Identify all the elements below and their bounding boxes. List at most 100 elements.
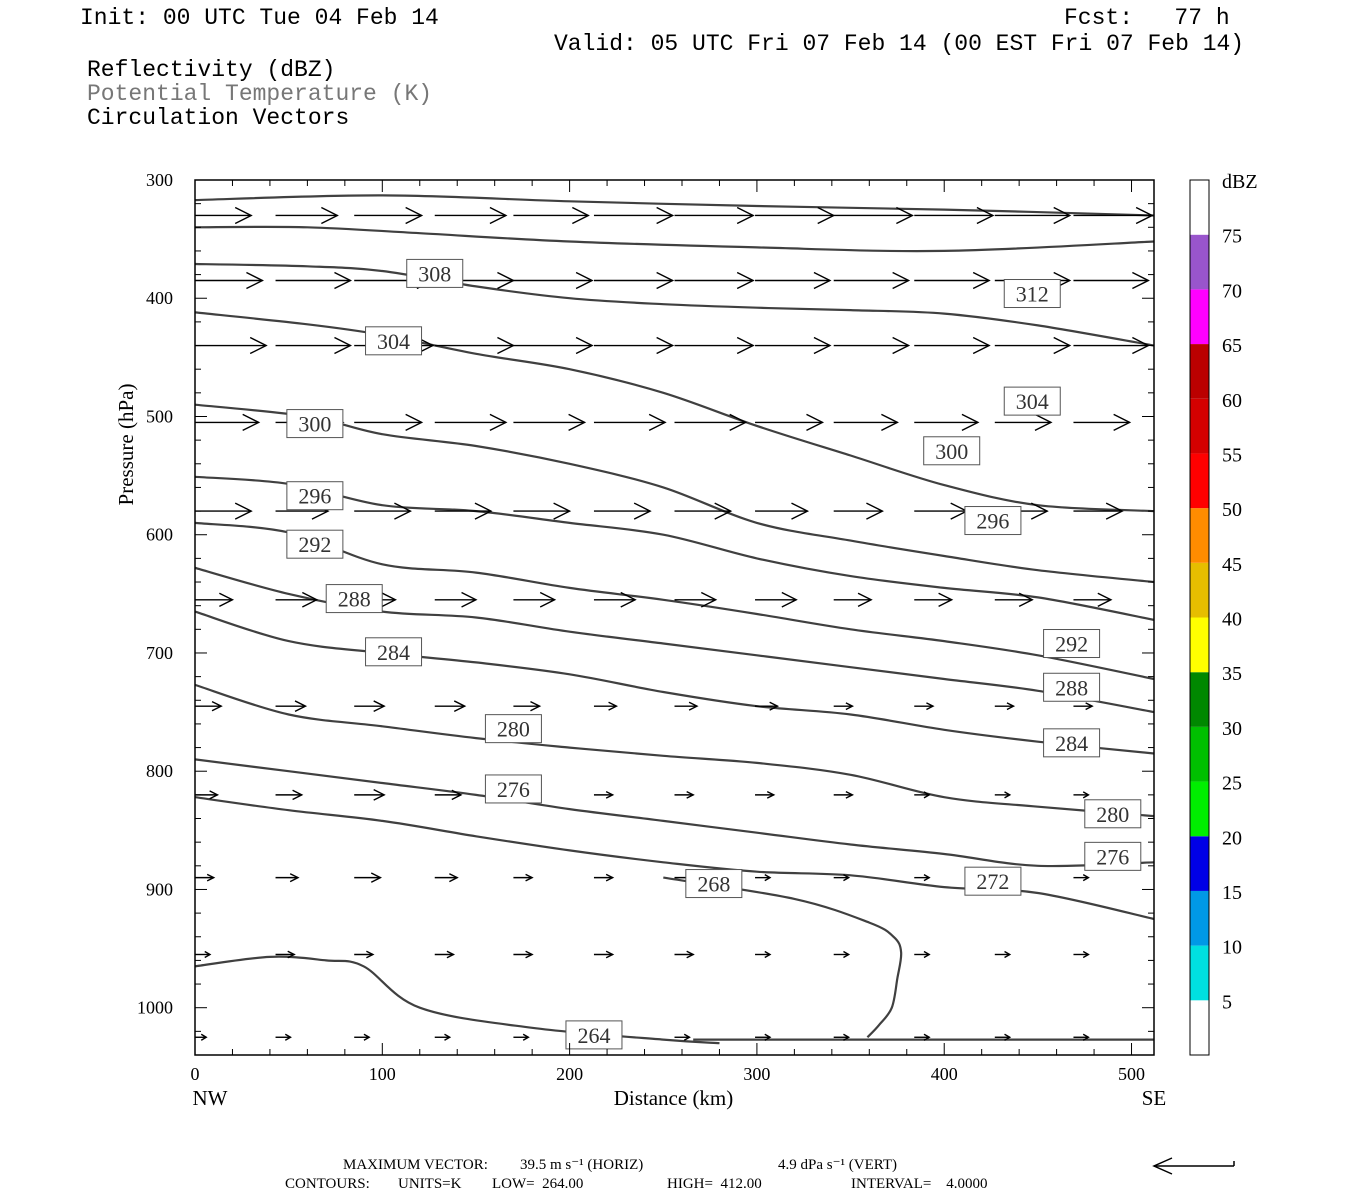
vector-head	[370, 872, 382, 883]
x-end-label-se: SE	[1142, 1086, 1167, 1110]
vector-head	[923, 791, 931, 799]
colorbar-segment	[1190, 562, 1209, 618]
circulation-vector	[593, 790, 615, 799]
contours-units: UNITS=K	[398, 1176, 462, 1192]
circulation-vector	[833, 206, 914, 225]
vector-head	[683, 1033, 691, 1041]
circulation-vector	[593, 336, 675, 355]
colorbar-label: 5	[1222, 991, 1232, 1013]
circulation-vector	[513, 1033, 530, 1041]
contour-label-280: 280	[484, 714, 542, 744]
circulation-vector	[994, 791, 1012, 799]
contour-label-box	[286, 529, 344, 559]
contour-label-box	[923, 436, 981, 466]
vector-head	[857, 592, 873, 607]
vector-head	[572, 206, 590, 225]
colorbar-label: 35	[1222, 663, 1242, 685]
vector-head	[461, 591, 478, 608]
max-vector-label: MAXIMUM VECTOR:	[343, 1157, 488, 1173]
circulation-vector	[755, 591, 798, 608]
colorbar-segment	[1190, 1000, 1209, 1055]
vector-head	[656, 271, 675, 290]
circulation-vector	[674, 1033, 691, 1041]
axes: 0 100 200 300 400 500 300 400 500 600 700 800 900 100…	[114, 170, 1166, 1110]
x-end-label-nw: NW	[193, 1086, 228, 1110]
vector-head	[866, 502, 884, 520]
legend-vectors: Circulation Vectors	[87, 105, 350, 131]
circulation-vector	[914, 336, 991, 355]
circulation-vector	[434, 336, 515, 355]
circulation-vector	[755, 874, 772, 882]
circulation-vector	[755, 950, 772, 959]
vector-head	[1034, 413, 1053, 432]
circulation-vector	[833, 336, 911, 355]
contour-label-292: 292	[1043, 629, 1101, 659]
circulation-vector	[1073, 206, 1154, 225]
y-tick-label: 600	[146, 525, 173, 545]
circulation-vector	[994, 592, 1034, 607]
contour-label-text: 284	[1055, 731, 1088, 756]
circulation-vector	[434, 1033, 452, 1041]
circulation-vector	[755, 413, 825, 432]
vector-head	[1085, 702, 1094, 711]
circulation-vector	[674, 413, 748, 432]
contour-label-box	[325, 584, 383, 614]
contour-label-304: 304	[1003, 386, 1061, 416]
circulation-vector	[914, 206, 995, 225]
contour-label-text: 280	[1096, 802, 1129, 827]
colorbar-label: 20	[1222, 827, 1242, 849]
colorbar-segment	[1190, 781, 1209, 837]
theta-contour-288	[195, 521, 1154, 681]
contour-label-text: 292	[1055, 632, 1088, 657]
circulation-vector	[513, 271, 594, 290]
contour-label-box	[365, 637, 423, 667]
vector-head	[1018, 592, 1034, 607]
vector-head	[405, 206, 424, 225]
vector-head	[686, 950, 695, 959]
circulation-vector	[1073, 592, 1113, 607]
colorbar-label: 25	[1222, 773, 1242, 795]
vector-head	[575, 336, 594, 355]
y-axis-title: Pressure (hPa)	[114, 384, 138, 506]
colorbar-label: 70	[1222, 280, 1242, 302]
circulation-vector	[914, 874, 931, 882]
vector-head	[700, 591, 718, 608]
vector-head	[200, 1033, 208, 1041]
contour-label-text: 304	[377, 329, 410, 354]
y-tick-label: 1000	[137, 998, 173, 1018]
contour-label-text: 308	[418, 261, 451, 286]
vector-head	[896, 206, 914, 225]
x-tick-label: 200	[556, 1064, 583, 1084]
y-tick-label: 400	[146, 288, 173, 308]
circulation-vector	[354, 1033, 371, 1041]
contour-label-text: 300	[935, 439, 968, 464]
vector-head	[938, 592, 954, 607]
vector-head	[522, 1033, 530, 1041]
x-tick-label: 100	[369, 1064, 396, 1084]
colorbar-label: 30	[1222, 718, 1242, 740]
circulation-vector	[275, 789, 304, 801]
vector-head	[287, 950, 296, 959]
contour-label-312: 312	[1003, 279, 1061, 309]
circulation-vector	[1073, 502, 1124, 520]
vector-head	[605, 790, 615, 799]
contour-label-296: 296	[286, 481, 344, 511]
circulation-vector	[195, 700, 223, 712]
colorbar: 5 10 15 20 25 30 35 40 45 50 55 60 65 70 75 dBZ	[1189, 171, 1258, 1056]
contour-label-288: 288	[325, 584, 383, 614]
x-axis-title: Distance (km)	[614, 1086, 734, 1110]
vector-head	[209, 790, 220, 800]
contour-label-text: 284	[377, 640, 410, 665]
plot-frame	[194, 179, 1155, 1056]
vector-head	[781, 591, 798, 608]
contour-label-box	[1003, 386, 1061, 416]
vector-head	[1105, 502, 1124, 520]
vector-head	[449, 873, 459, 883]
circulation-vector	[354, 413, 424, 432]
contour-label-box	[1043, 728, 1101, 758]
contour-label-280: 280	[1084, 799, 1142, 829]
circulation-vector	[195, 502, 253, 520]
contour-label-text: 304	[1016, 389, 1049, 414]
theta-contour-280	[195, 610, 1154, 755]
circulation-vector	[1073, 271, 1150, 290]
